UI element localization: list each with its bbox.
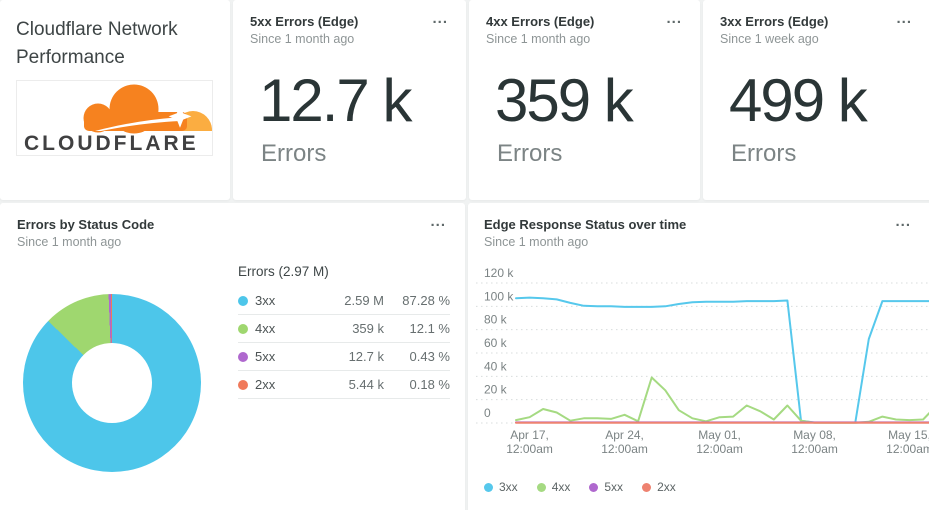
x-axis-tick-label: 12:00am (886, 442, 929, 456)
series-label: 2xx (657, 480, 676, 494)
series-label: 3xx (499, 480, 518, 494)
card-subtitle: Since 1 month ago (484, 235, 589, 249)
series-label: 4xx (551, 480, 571, 494)
card-title: 4xx Errors (Edge) (486, 14, 595, 29)
line-chart-legend: 3xx 4xx 5xx 2xx (484, 480, 676, 494)
donut-legend-row[interactable]: 2xx 5.44 k 0.18 % (238, 371, 450, 399)
series-color-dot (238, 323, 248, 334)
x-axis-tick-label: 12:00am (601, 442, 648, 456)
errors-by-status-code-card: Errors by Status Code Since 1 month ago … (0, 203, 465, 510)
cloudflare-logo: CLOUDFLARE (16, 80, 213, 156)
metric-unit-label: Errors (261, 140, 327, 167)
dashboard-title: Cloudflare Network Performance (16, 19, 178, 68)
donut-hole (72, 343, 152, 423)
y-axis-tick-label: 80 k (484, 313, 508, 327)
series-color-dot (536, 482, 546, 492)
series-color-dot (238, 379, 248, 390)
metric-card-3xx: 3xx Errors (Edge) Since 1 week ago ... 4… (703, 0, 929, 200)
card-title: Edge Response Status over time (484, 217, 687, 232)
metric-card-4xx: 4xx Errors (Edge) Since 1 month ago ... … (469, 0, 700, 200)
series-color-dot (484, 482, 493, 492)
series-label: 3xx (255, 293, 276, 308)
cloudflare-logo-image: CLOUDFLARE (24, 84, 212, 155)
y-axis-tick-label: 0 (484, 406, 491, 420)
donut-legend-row[interactable]: 3xx 2.59 M 87.28 % (238, 287, 450, 315)
line-legend-item[interactable]: 3xx (484, 480, 518, 494)
x-axis-tick-label: May 01, (698, 428, 741, 442)
card-menu-icon[interactable]: ... (432, 10, 448, 27)
series-color-dot (238, 295, 248, 306)
metric-card-5xx: 5xx Errors (Edge) Since 1 month ago ... … (233, 0, 466, 200)
series-percent: 0.18 % (409, 377, 450, 392)
series-percent: 0.43 % (409, 349, 450, 364)
series-color-dot (642, 482, 652, 492)
series-line-3xx (515, 296, 929, 424)
card-subtitle: Since 1 week ago (720, 32, 819, 46)
series-value: 359 k (352, 321, 384, 336)
y-axis-tick-label: 100 k (484, 289, 514, 303)
card-menu-icon[interactable]: ... (895, 213, 911, 230)
series-color-dot (238, 351, 248, 362)
x-axis-tick-label: 12:00am (791, 442, 838, 456)
metric-unit-label: Errors (497, 140, 563, 167)
y-axis-tick-label: 120 k (484, 266, 514, 280)
y-axis-tick-label: 40 k (484, 359, 508, 373)
dashboard-title-card: Cloudflare Network Performance CLOUDFLAR… (0, 0, 230, 200)
card-menu-icon[interactable]: ... (430, 213, 446, 230)
series-percent: 87.28 % (402, 293, 450, 308)
donut-chart (23, 294, 201, 472)
series-color-dot (589, 482, 599, 492)
metric-value: 359 k (495, 67, 634, 134)
x-axis-tick-label: May 08, (793, 428, 836, 442)
series-label: 5xx (255, 349, 276, 364)
card-title: Errors by Status Code (17, 217, 155, 232)
card-title: 5xx Errors (Edge) (250, 14, 359, 29)
metric-value: 12.7 k (259, 67, 412, 134)
card-menu-icon[interactable]: ... (666, 10, 682, 27)
line-legend-item[interactable]: 4xx (536, 480, 571, 494)
donut-legend-title: Errors (2.97 M) (238, 264, 329, 279)
series-value: 5.44 k (348, 377, 384, 392)
line-legend-item[interactable]: 2xx (642, 480, 676, 494)
series-value: 12.7 k (348, 349, 384, 364)
edge-response-status-card: Edge Response Status over time Since 1 m… (468, 203, 929, 510)
series-percent: 12.1 % (409, 321, 450, 336)
series-value: 2.59 M (344, 293, 384, 308)
metric-unit-label: Errors (731, 140, 797, 167)
card-title: 3xx Errors (Edge) (720, 14, 829, 29)
x-axis-tick-label: Apr 17, (510, 428, 549, 442)
card-subtitle: Since 1 month ago (486, 32, 591, 46)
donut-legend-table: 3xx 2.59 M 87.28 % 4xx 359 k 12.1 % 5xx 12.7 k 0… (238, 287, 450, 399)
y-axis-tick-label: 20 k (484, 383, 508, 397)
donut-legend-row[interactable]: 4xx 359 k 12.1 % (238, 315, 450, 343)
series-label: 5xx (604, 480, 624, 494)
donut-legend-row[interactable]: 5xx 12.7 k 0.43 % (238, 343, 450, 371)
x-axis-tick-label: 12:00am (696, 442, 743, 456)
card-subtitle: Since 1 month ago (17, 235, 122, 249)
series-label: 2xx (255, 377, 276, 392)
x-axis-tick-label: 12:00am (506, 442, 553, 456)
y-axis-tick-label: 60 k (484, 336, 508, 350)
x-axis-tick-label: Apr 24, (605, 428, 644, 442)
line-legend-item[interactable]: 5xx (589, 480, 623, 494)
series-label: 4xx (255, 321, 276, 336)
card-subtitle: Since 1 month ago (250, 32, 355, 46)
card-menu-icon[interactable]: ... (896, 10, 912, 27)
metric-value: 499 k (729, 67, 868, 134)
cloudflare-wordmark: CLOUDFLARE (24, 132, 199, 155)
x-axis-tick-label: May 15, (888, 428, 929, 442)
